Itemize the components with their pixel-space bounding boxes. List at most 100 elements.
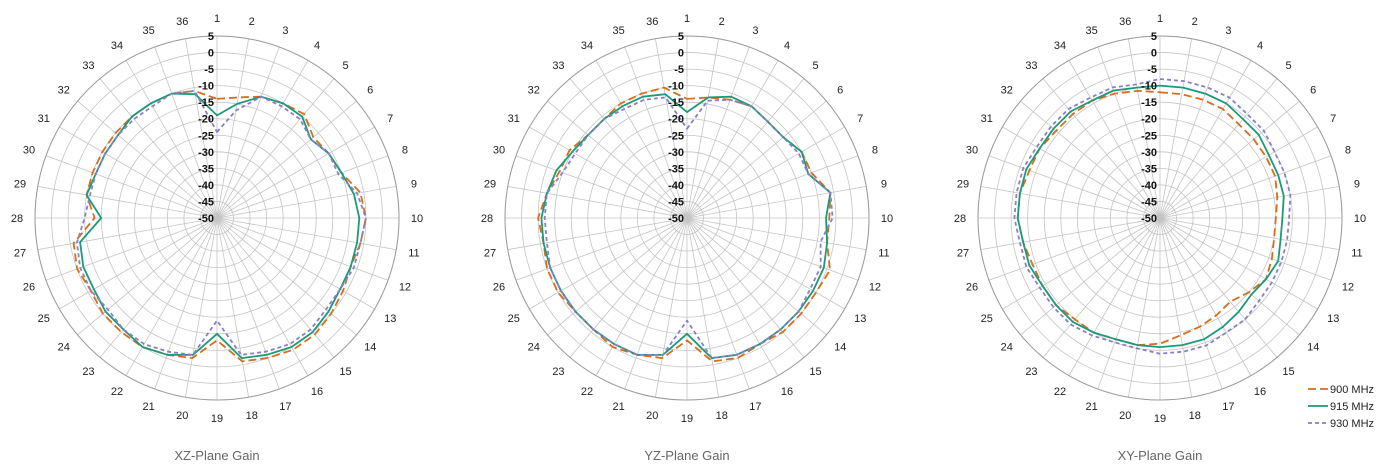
angle-label: 25 [38, 313, 50, 325]
grid-spoke [686, 217, 859, 281]
radial-tick-label: -45 [198, 196, 214, 208]
yz-plane-chart: 1 234567891011121314151617181920212223242… [481, 13, 893, 425]
angle-label: 5 [342, 60, 348, 72]
radial-tick-label: 5 [208, 31, 214, 43]
angle-label: 20 [1119, 410, 1131, 422]
angle-label: 34 [111, 40, 123, 52]
grid-spoke [1128, 38, 1161, 219]
grid-spoke [529, 217, 688, 310]
grid-spoke [980, 186, 1161, 219]
grid-spoke [154, 46, 218, 219]
angle-label: 16 [1254, 386, 1266, 398]
grid-spoke [1002, 217, 1161, 310]
angle-label: 20 [646, 410, 658, 422]
angle-label: 24 [1001, 342, 1013, 354]
angle-label: 1 [214, 13, 220, 25]
grid-spoke [216, 155, 389, 219]
angle-label: 17 [1222, 401, 1234, 413]
chart-legend: 900 MHz 915 MHz 930 MHz [1308, 384, 1374, 430]
radial-tick-label: -50 [668, 213, 684, 225]
radial-tick-label: 5 [678, 31, 684, 43]
angle-label: 30 [966, 145, 978, 157]
series-line-930-mhz [1013, 78, 1292, 355]
chart-caption-yz: YZ-Plane Gain [644, 448, 729, 463]
chart-caption-xz: XZ-Plane Gain [174, 448, 259, 463]
angle-label: 4 [314, 40, 320, 52]
radial-tick-label: -20 [668, 114, 684, 126]
grid-spoke [216, 100, 357, 219]
angle-label: 1 [1157, 13, 1163, 25]
angle-label: 33 [1025, 60, 1037, 72]
grid-spoke [216, 38, 249, 219]
grid-spoke [216, 217, 357, 336]
radial-tick-label: -15 [668, 97, 684, 109]
angle-label: 31 [508, 113, 520, 125]
grid-spoke [1159, 217, 1340, 250]
angle-label: 24 [58, 342, 70, 354]
angle-label: 4 [784, 40, 790, 52]
radial-tick-label: -35 [1141, 163, 1157, 175]
angle-label: 14 [834, 342, 846, 354]
grid-spoke [45, 155, 218, 219]
angle-label: 26 [493, 281, 505, 293]
grid-spoke [1159, 217, 1192, 398]
grid-spoke [125, 60, 218, 219]
grid-spoke [37, 186, 218, 219]
radial-tick-label: -20 [198, 114, 214, 126]
grid-spoke [1159, 217, 1278, 358]
angle-label: 2 [249, 16, 255, 28]
angle-label: 18 [1189, 410, 1201, 422]
radial-tick-label: -30 [1141, 147, 1157, 159]
grid-spoke [77, 100, 218, 219]
angle-label: 2 [719, 16, 725, 28]
angle-label: 30 [23, 145, 35, 157]
angle-label: 35 [612, 25, 624, 37]
grid-spoke [1002, 126, 1161, 219]
angle-label: 28 [11, 213, 23, 225]
radial-tick-label: -10 [668, 81, 684, 93]
grid-spoke [686, 217, 867, 250]
grid-spoke [595, 217, 688, 376]
grid-spoke [655, 217, 688, 398]
grid-spoke [686, 217, 805, 358]
grid-spoke [686, 217, 750, 390]
radial-tick-label: -40 [198, 180, 214, 192]
grid-spoke [1159, 126, 1318, 219]
grid-spoke [686, 60, 779, 219]
outer-ring [34, 35, 400, 401]
grid-spoke [686, 46, 750, 219]
grid-spoke [216, 217, 249, 398]
angle-label: 22 [581, 386, 593, 398]
angle-label: 15 [339, 366, 351, 378]
angle-label: 3 [282, 25, 288, 37]
angle-label: 7 [857, 113, 863, 125]
angle-label: 29 [14, 178, 26, 190]
angle-label: 4 [1257, 40, 1263, 52]
series-line-930-mhz [543, 96, 834, 360]
angle-label: 13 [1327, 313, 1339, 325]
angle-label: 2 [1192, 16, 1198, 28]
series-line-930-mhz [76, 90, 367, 356]
angle-label: 21 [612, 401, 624, 413]
angle-label: 32 [1001, 84, 1013, 96]
grid-spoke [515, 217, 688, 281]
angle-label: 9 [411, 178, 417, 190]
series-line-915-mhz [1016, 84, 1285, 349]
angle-label: 11 [878, 248, 889, 260]
angle-label: 8 [1345, 145, 1351, 157]
radial-tick-label: -30 [198, 147, 214, 159]
grid-spoke [686, 126, 845, 219]
radial-tick-label: -35 [198, 163, 214, 175]
angle-label: 24 [528, 342, 540, 354]
xy-plane-chart: 1 234567891011121314151617181920212223242… [954, 13, 1366, 425]
angle-label: 14 [1307, 342, 1319, 354]
grid-spoke [1159, 217, 1223, 390]
grid-spoke [1020, 100, 1161, 219]
radial-tick-label: -5 [1147, 64, 1157, 76]
angle-label: 15 [1282, 366, 1294, 378]
angle-label: 12 [869, 281, 881, 293]
grid-spoke [1020, 217, 1161, 336]
radial-tick-label: -30 [668, 147, 684, 159]
grid-spoke [59, 126, 218, 219]
grid-spoke [529, 126, 688, 219]
